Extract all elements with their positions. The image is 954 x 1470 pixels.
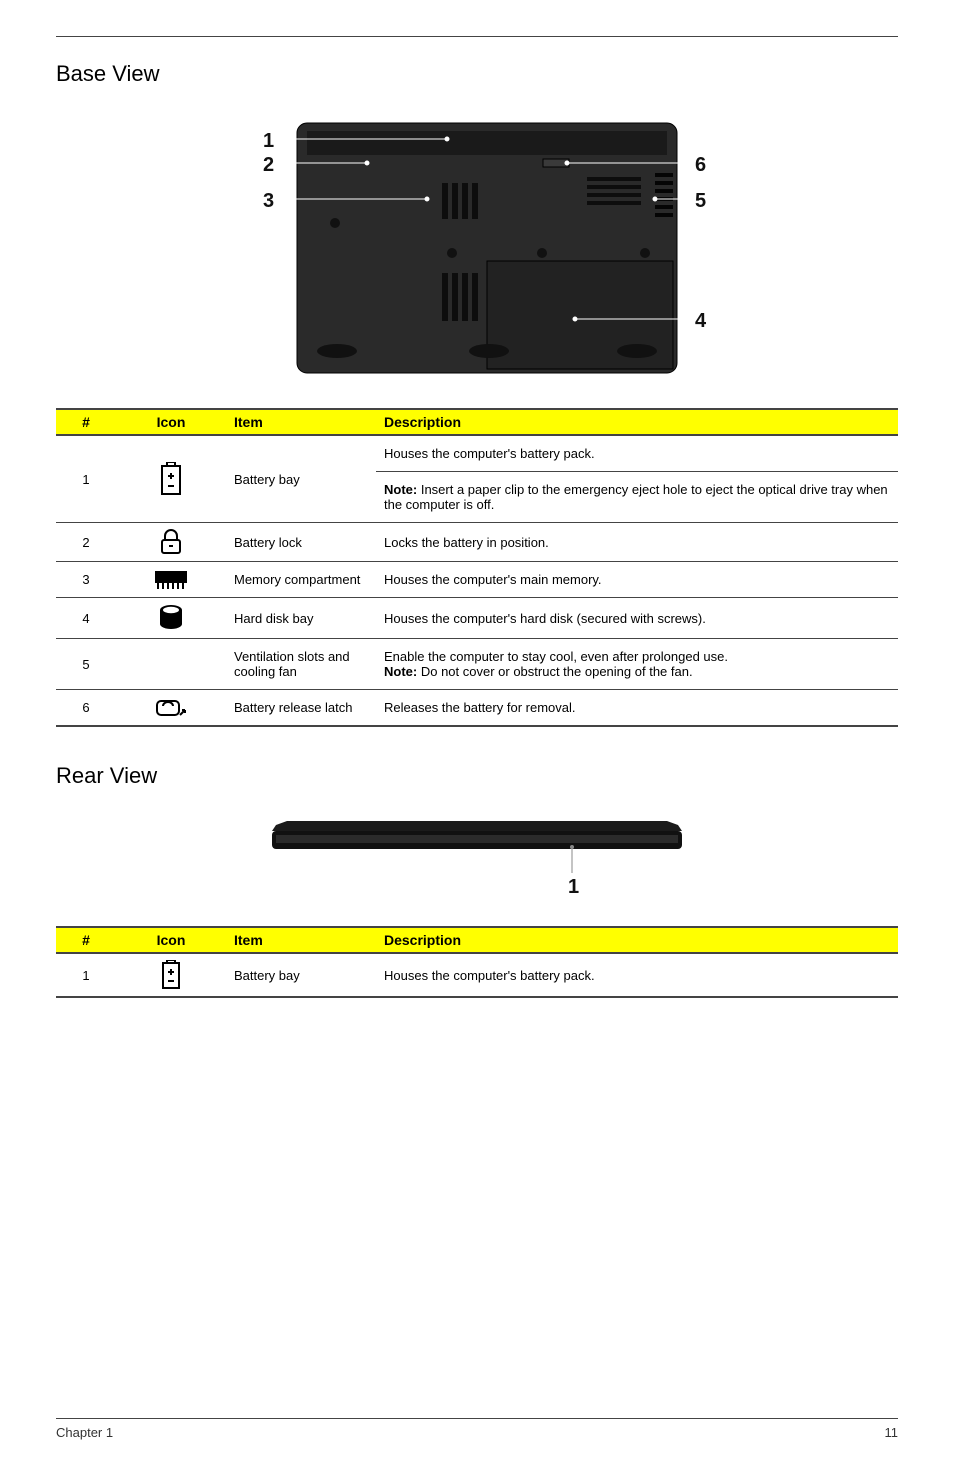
memory-icon: [154, 570, 188, 590]
hdd-icon: [158, 604, 184, 632]
cell-num: 1: [56, 953, 116, 997]
base-view-diagram: 1 2 3 6 5 4: [247, 103, 707, 383]
cell-item: Battery bay: [226, 953, 376, 997]
col-desc: Description: [376, 927, 898, 953]
cell-icon: [116, 598, 226, 639]
cell-desc-note: Note: Insert a paper clip to the emergen…: [376, 472, 898, 523]
callout-5: 5: [695, 190, 706, 212]
table-row: 5 Ventilation slots and cooling fan Enab…: [56, 639, 898, 690]
cell-desc: Houses the computer's main memory.: [376, 562, 898, 598]
col-desc: Description: [376, 409, 898, 435]
col-item: Item: [226, 409, 376, 435]
cell-item: Battery release latch: [226, 690, 376, 727]
cell-desc: Houses the computer's battery pack.: [376, 435, 898, 472]
footer-left: Chapter 1: [56, 1425, 113, 1440]
rear-view-diagram: 1: [262, 805, 692, 901]
cell-item: Ventilation slots and cooling fan: [226, 639, 376, 690]
cell-item: Battery bay: [226, 435, 376, 523]
cell-desc: Houses the computer's hard disk (secured…: [376, 598, 898, 639]
section-title-base-view: Base View: [56, 61, 898, 87]
page-footer: Chapter 1 11: [56, 1418, 898, 1440]
table-row: 6 Battery release latch Releases the bat…: [56, 690, 898, 727]
callout-4: 4: [695, 310, 707, 332]
rear-view-table: # Icon Item Description 1 Batte: [56, 926, 898, 998]
cell-item: Battery lock: [226, 523, 376, 562]
cell-desc: Locks the battery in position.: [376, 523, 898, 562]
cell-num: 2: [56, 523, 116, 562]
footer-right: 11: [885, 1425, 899, 1440]
cell-num: 3: [56, 562, 116, 598]
col-icon: Icon: [116, 409, 226, 435]
lock-icon: [158, 529, 184, 555]
figure-base-view: 1 2 3 6 5 4: [56, 103, 898, 388]
col-num: #: [56, 927, 116, 953]
col-icon: Icon: [116, 927, 226, 953]
callout-2: 2: [263, 154, 274, 176]
callout-1-rear: 1: [568, 876, 579, 898]
cell-desc: Houses the computer's battery pack.: [376, 953, 898, 997]
cell-icon: [116, 639, 226, 690]
table-row: 3 Memory compartment: [56, 562, 898, 598]
cell-item: Hard disk bay: [226, 598, 376, 639]
cell-icon: [116, 435, 226, 523]
cell-num: 4: [56, 598, 116, 639]
base-view-table: # Icon Item Description 1 Batte: [56, 408, 898, 727]
release-icon: [154, 697, 188, 719]
col-item: Item: [226, 927, 376, 953]
desc-line2: Do not cover or obstruct the opening of …: [421, 664, 693, 679]
table-row: 4 Hard disk bay Houses the computer's ha…: [56, 598, 898, 639]
section-title-rear-view: Rear View: [56, 763, 898, 789]
cell-num: 6: [56, 690, 116, 727]
cell-num: 1: [56, 435, 116, 523]
table-header-row: # Icon Item Description: [56, 927, 898, 953]
table-row: 1 Battery bay Houses the computer's batt…: [56, 435, 898, 472]
col-num: #: [56, 409, 116, 435]
battery-icon: [160, 462, 182, 496]
callout-1: 1: [263, 130, 274, 152]
cell-item: Memory compartment: [226, 562, 376, 598]
cell-icon: [116, 562, 226, 598]
table-row: 1 Battery bay Houses the computer's batt…: [56, 953, 898, 997]
callout-6: 6: [695, 154, 706, 176]
note-text: Insert a paper clip to the emergency eje…: [384, 482, 888, 512]
top-rule: [56, 36, 898, 37]
desc-line1: Enable the computer to stay cool, even a…: [384, 649, 728, 664]
callout-3: 3: [263, 190, 274, 212]
figure-rear-view: 1: [56, 805, 898, 906]
cell-icon: [116, 953, 226, 997]
cell-num: 5: [56, 639, 116, 690]
cell-icon: [116, 523, 226, 562]
table-header-row: # Icon Item Description: [56, 409, 898, 435]
battery-icon: [161, 960, 181, 990]
cell-desc: Releases the battery for removal.: [376, 690, 898, 727]
cell-desc: Enable the computer to stay cool, even a…: [376, 639, 898, 690]
table-row: 2 Battery lock Locks the battery in posi…: [56, 523, 898, 562]
cell-icon: [116, 690, 226, 727]
